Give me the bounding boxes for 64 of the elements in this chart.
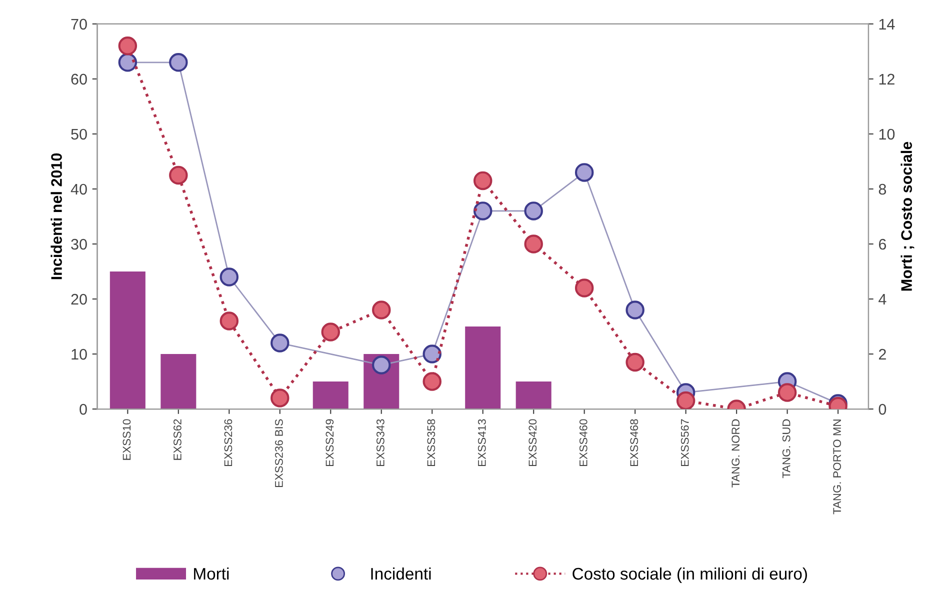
legend-label: Incidenti [371,567,431,580]
bar [312,382,348,410]
point [118,53,138,72]
point [574,278,594,298]
point [422,372,442,391]
x-tick-label: EXSS249 [326,419,334,466]
y2-tick-label: 12 [879,74,894,84]
x-tick-label: EXSS358 [427,419,436,466]
x-tick-label: EXSS62 [174,419,182,460]
y-axis-title: Incidenti nel 2010 [50,153,62,280]
y2-tick-label: 2 [878,348,886,360]
y-tick-label: 60 [71,74,87,85]
y2-tick-label: 6 [878,238,886,250]
point [574,163,594,182]
bar [160,354,196,410]
y2-axis-title: Morti ; Costo sociale [900,142,914,291]
x-tick-label: EXSS420 [528,419,537,466]
point [270,388,290,408]
point [778,383,797,402]
point [220,312,239,330]
y2-tick-label: 8 [878,184,886,195]
bar [465,326,501,410]
point [118,36,138,56]
bar [516,382,552,410]
point [169,53,188,72]
point [321,322,340,342]
x-tick-label: EXSS468 [630,419,638,466]
x-tick-label: TANG. PORTO MN [833,420,842,514]
y-tick-label: 20 [71,294,87,305]
point [270,334,290,352]
point [169,166,188,185]
x-tick-label: TANG. SUD [782,419,790,478]
x-tick-label: EXSS10 [122,419,131,460]
x-tick-label: EXSS460 [579,419,588,466]
x-tick-label: EXSS236 [224,419,232,466]
y-tick-label: 10 [72,348,87,360]
y2-tick-label: 10 [879,128,895,140]
point [626,300,644,320]
y-tick-label: 70 [71,18,87,30]
x-tick-label: EXSS567 [680,419,689,466]
point [676,391,696,410]
x-tick-label: EXSS343 [376,419,384,466]
y-tick-label: 50 [71,128,87,140]
legend-label: Morti [194,567,229,580]
y-tick-label: 0 [80,404,87,415]
x-tick-label: TANG. NORD [732,419,740,488]
bar [110,271,146,410]
point [473,171,492,190]
x-tick-label: EXSS236 BIS [275,419,283,488]
point [626,352,644,372]
y2-tick-label: 14 [879,18,895,30]
y-tick-label: 30 [71,238,87,250]
x-tick-label: EXSS413 [478,419,486,466]
point [524,234,543,254]
point [220,268,239,286]
y2-tick-label: 4 [878,294,886,305]
point [524,202,543,220]
point [372,356,391,374]
point [473,202,492,220]
point [422,344,442,364]
legend-label: Costo sociale (in milioni di euro) [572,567,807,583]
y-tick-label: 40 [70,184,87,195]
point [372,300,391,320]
y2-tick-label: 0 [878,404,886,415]
